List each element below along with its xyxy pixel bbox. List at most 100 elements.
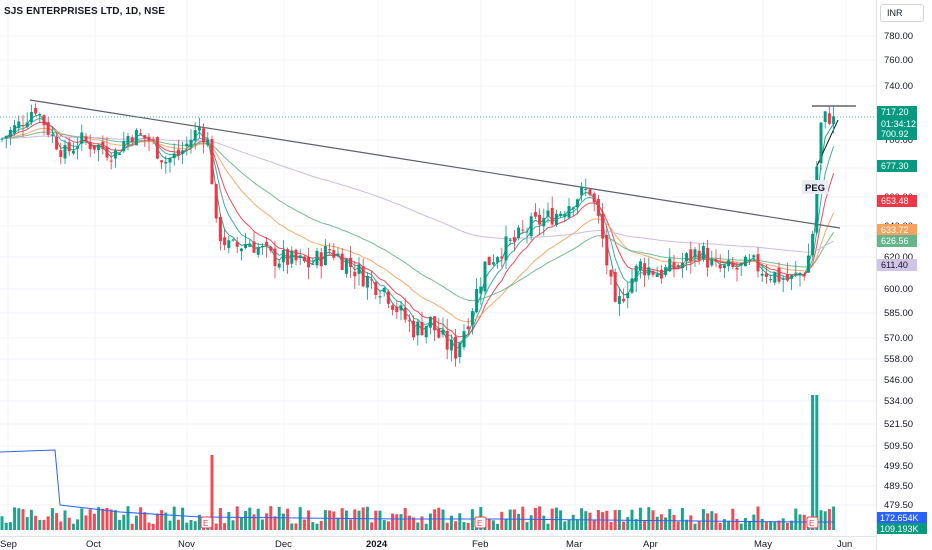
candle-body: [101, 141, 105, 150]
candle-body: [651, 270, 655, 275]
volume-bar: [252, 514, 256, 530]
volume-bar: [349, 519, 353, 530]
price-label-text: 626.56: [881, 236, 909, 246]
volume-bar: [353, 509, 357, 530]
candle-body: [407, 320, 411, 322]
candle-body: [139, 133, 143, 135]
candle-body: [811, 234, 815, 256]
candle-body: [491, 262, 495, 265]
candle-body: [55, 136, 59, 150]
time-tick-label: Feb: [472, 539, 488, 550]
volume-bar: [55, 513, 59, 530]
candle-body: [256, 247, 260, 255]
candle-body: [567, 206, 571, 218]
volume-bar: [739, 523, 743, 530]
volume-bar: [643, 520, 647, 530]
candle-body: [643, 263, 647, 276]
candle-body: [176, 149, 180, 156]
volume-bar: [756, 506, 760, 530]
earnings-marker-box: [200, 516, 213, 529]
candle-body: [731, 262, 735, 268]
volume-bar: [231, 520, 235, 530]
candle-body: [609, 270, 613, 277]
volume-bar: [785, 522, 789, 530]
price-axis-separator: [876, 0, 877, 550]
volume-bar: [126, 506, 130, 530]
price-label-ema-mid: 677.30: [877, 160, 917, 172]
price-label-ema-purple: 611.40: [877, 259, 917, 271]
price-label-text: 611.40: [881, 260, 908, 270]
volume-bar: [223, 523, 227, 530]
volume-bar: [697, 520, 701, 530]
volume-bar: [298, 507, 302, 530]
candle-body: [172, 153, 176, 159]
volume-bar: [357, 510, 361, 530]
candle-body: [193, 130, 197, 141]
volume-bar: [563, 521, 567, 530]
price-label-bg: [877, 259, 917, 271]
candle-body: [538, 214, 542, 225]
volume-bar: [76, 519, 80, 530]
candle-body: [147, 136, 151, 141]
volume-bar: [88, 509, 92, 530]
candle-body: [223, 237, 227, 246]
candle-body: [92, 145, 96, 150]
candle-body: [470, 311, 474, 325]
candle-body: [260, 246, 264, 248]
candle-body: [458, 342, 462, 358]
candle-body: [80, 132, 84, 144]
candle-body: [239, 248, 243, 252]
volume-bar: [374, 510, 378, 530]
candle-body: [277, 263, 281, 268]
candle-body: [227, 240, 231, 249]
candle-body: [504, 236, 508, 261]
volume-bar: [601, 512, 605, 530]
price-tick-label: 620.00: [884, 252, 913, 263]
candle-body: [160, 160, 164, 163]
candle-body: [668, 258, 672, 272]
candle-body: [286, 249, 290, 265]
currency-selector[interactable]: INR: [880, 4, 924, 22]
volume-bar: [764, 522, 768, 530]
volume-bar: [773, 521, 777, 530]
candle-body: [785, 274, 789, 281]
ema-purple-line: [1, 135, 834, 253]
candle-body: [197, 127, 201, 131]
time-axis-separator: [0, 536, 876, 537]
candle-body: [533, 212, 537, 217]
volume-bar: [701, 509, 705, 530]
volume-bar: [113, 510, 117, 530]
candle-body: [281, 249, 285, 263]
volume-label-bg: [877, 523, 927, 534]
volume-bar: [689, 515, 693, 530]
price-tick-label: 479.50: [884, 500, 913, 511]
candle-body: [164, 161, 168, 164]
volume-bar: [239, 517, 243, 530]
candle-body: [454, 336, 458, 359]
ema-orange-line: [1, 127, 835, 323]
volume-bar: [210, 455, 214, 530]
candle-body: [391, 305, 395, 310]
time-tick-label: Dec: [275, 539, 292, 550]
candle-body: [168, 158, 172, 163]
volume-bar: [84, 515, 88, 530]
candle-body: [487, 256, 491, 266]
volume-bar: [227, 511, 231, 530]
candle-body: [790, 275, 794, 279]
volume-bar: [445, 522, 449, 530]
volume-bar: [491, 520, 495, 530]
candle-body: [563, 213, 567, 217]
candle-body: [483, 261, 487, 292]
price-label-text: 653.48: [881, 196, 909, 206]
volume-bar: [248, 507, 252, 530]
candle-body: [508, 239, 512, 241]
volume-bar: [735, 518, 739, 530]
volume-bar: [743, 517, 747, 530]
candle-body: [529, 216, 533, 237]
candle-body: [827, 113, 831, 124]
volume-bar: [265, 513, 269, 530]
price-label-ema-slow: 653.48: [877, 195, 917, 207]
candle-body: [130, 137, 134, 143]
